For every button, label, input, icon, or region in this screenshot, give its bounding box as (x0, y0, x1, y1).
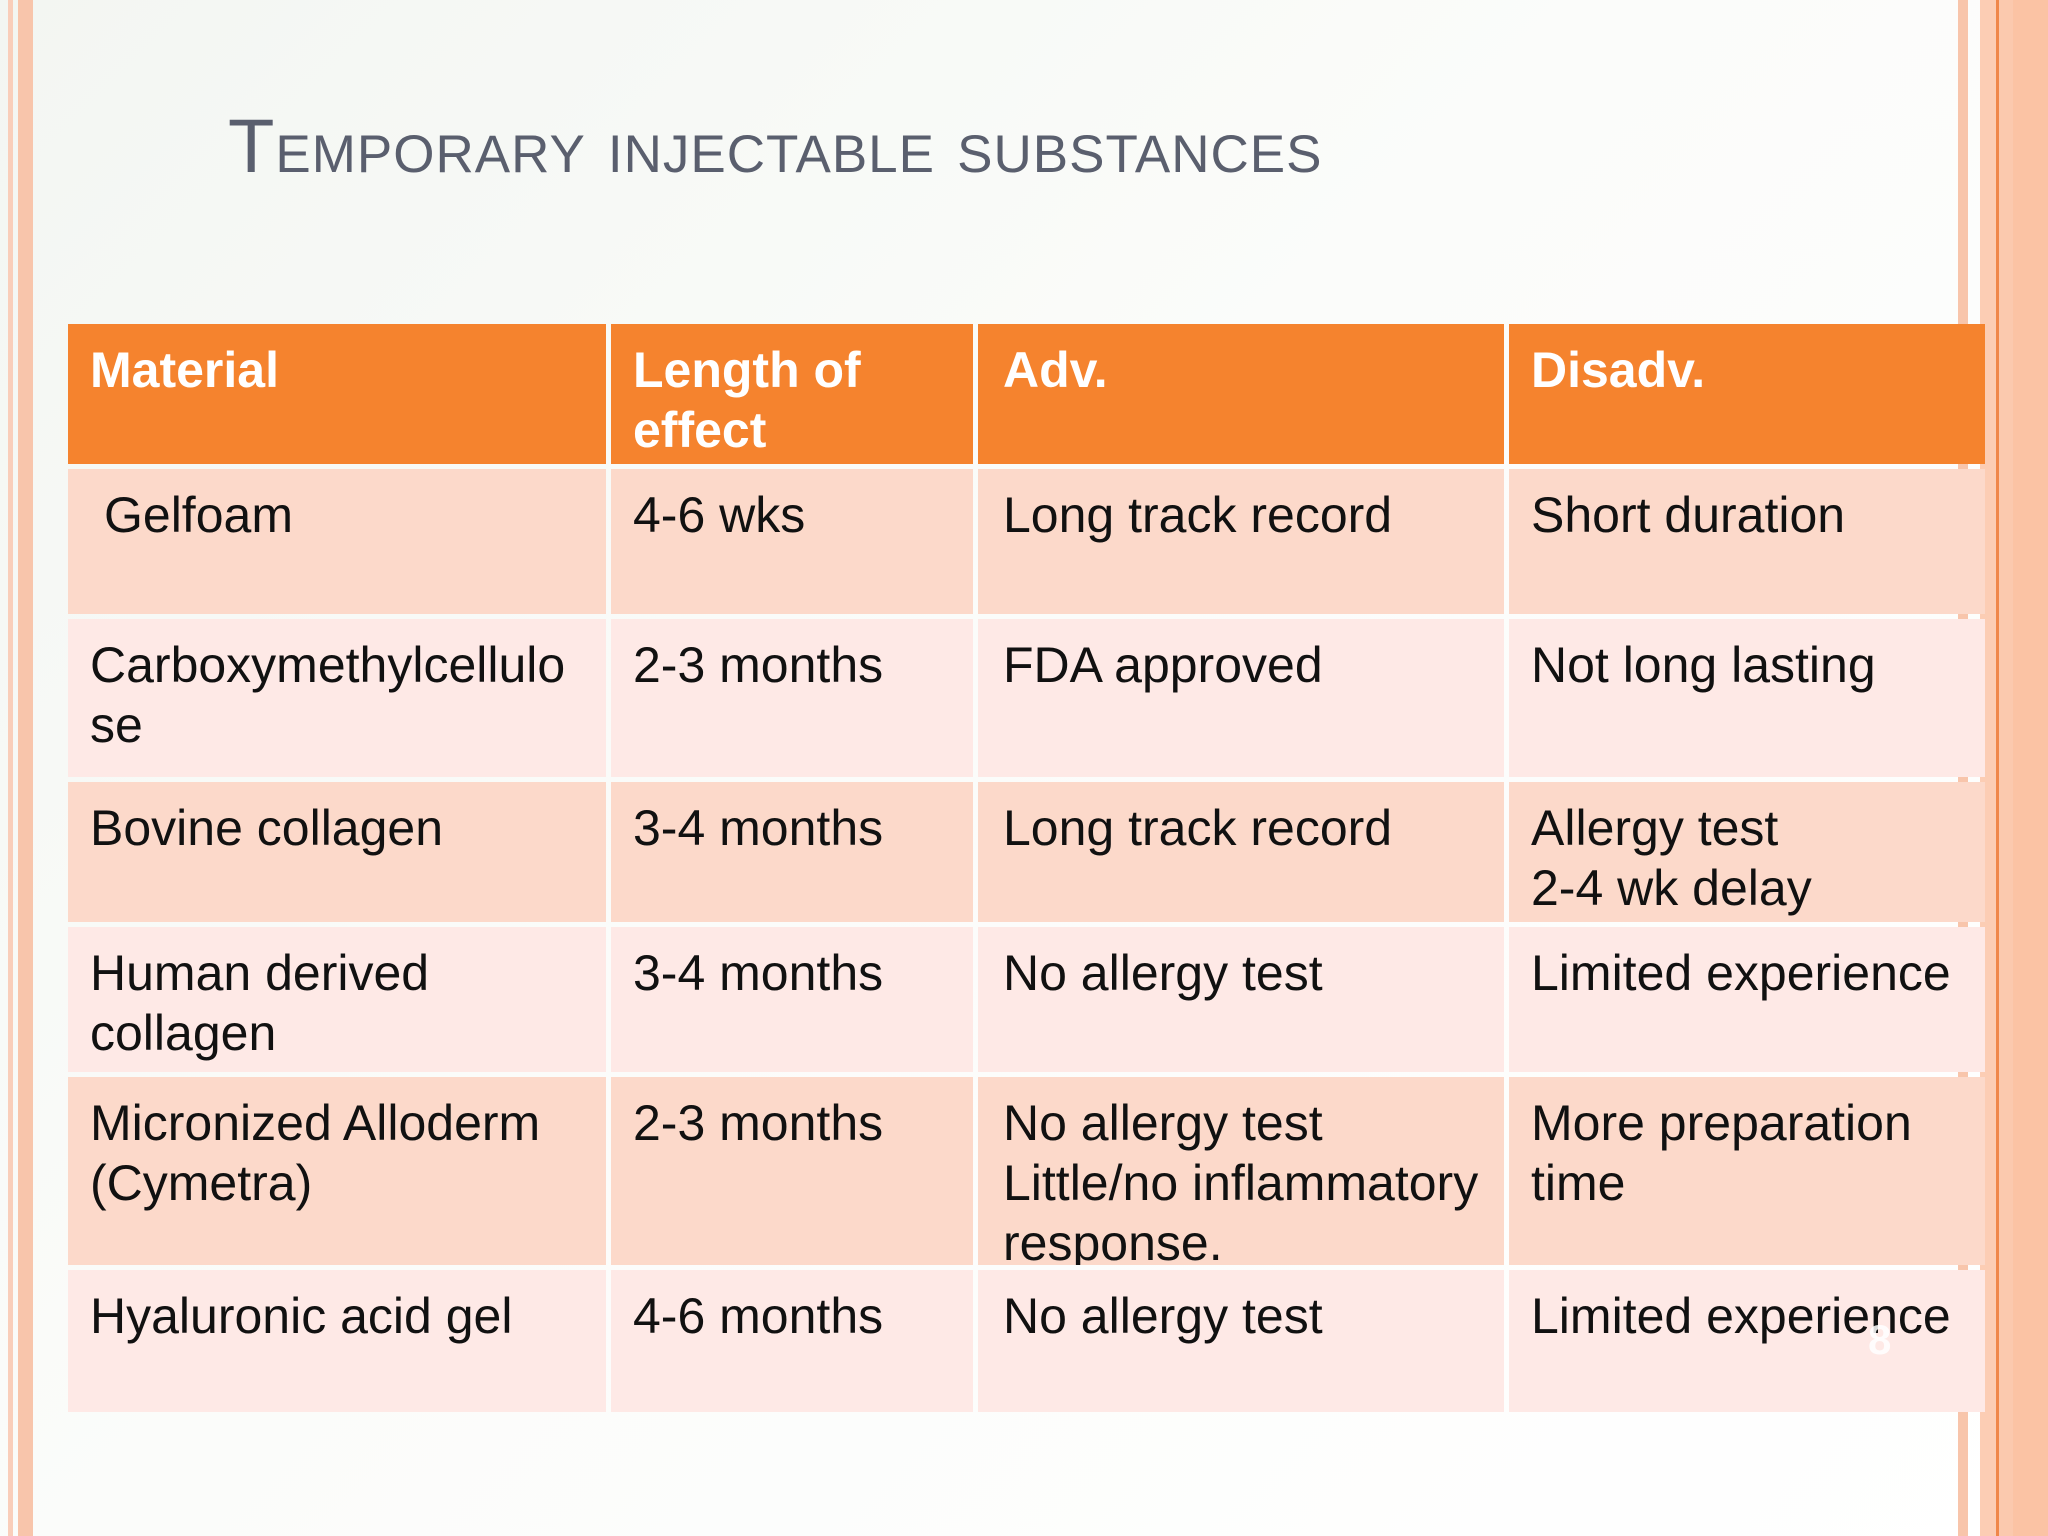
table-cell-length: 4-6 wks (611, 469, 973, 614)
column-header-adv: Adv. (978, 324, 1504, 464)
table-cell-adv: Long track record (978, 782, 1504, 922)
table-cell-adv: Long track record (978, 469, 1504, 614)
table-cell-length: 3-4 months (611, 782, 973, 922)
column-header-length-of-effect: Length of effect (611, 324, 973, 464)
right-border-band (1980, 0, 2048, 1536)
table-cell-disadv: Allergy test 2-4 wk delay (1509, 782, 1985, 922)
table-cell-material: Hyaluronic acid gel (68, 1270, 606, 1412)
table-cell-disadv: Limited experience (1509, 927, 1985, 1072)
table-cell-length: 3-4 months (611, 927, 973, 1072)
table-cell-disadv: Limited experience (1509, 1270, 1985, 1412)
table-cell-material: Carboxymethylcellulose (68, 619, 606, 777)
table-cell-material: Human derived collagen (68, 927, 606, 1072)
table-cell-adv: FDA approved (978, 619, 1504, 777)
table-cell-material: Micronized Alloderm (Cymetra) (68, 1077, 606, 1265)
table-cell-adv: No allergy test Little/no inflammatory r… (978, 1077, 1504, 1265)
table-cell-disadv: Short duration (1509, 469, 1985, 614)
table-cell-disadv: More preparation time (1509, 1077, 1985, 1265)
column-header-disadv: Disadv. (1509, 324, 1985, 464)
table-cell-disadv: Not long lasting (1509, 619, 1985, 777)
table-cell-adv: No allergy test (978, 927, 1504, 1072)
table-cell-material: Gelfoam (68, 469, 606, 614)
left-border-stripe-wide (18, 0, 33, 1536)
table-cell-length: 2-3 months (611, 619, 973, 777)
table-cell-length: 2-3 months (611, 1077, 973, 1265)
slide-title: Temporary injectable substances (228, 104, 1323, 189)
left-border-stripe-thin (8, 0, 13, 1536)
table-cell-adv: No allergy test (978, 1270, 1504, 1412)
page-number: 8 (1868, 1316, 1892, 1363)
column-header-material: Material (68, 324, 606, 464)
substances-table: Material Length of effect Adv. Disadv. G… (68, 324, 1985, 1412)
table-cell-material: Bovine collagen (68, 782, 606, 922)
table-cell-length: 4-6 months (611, 1270, 973, 1412)
